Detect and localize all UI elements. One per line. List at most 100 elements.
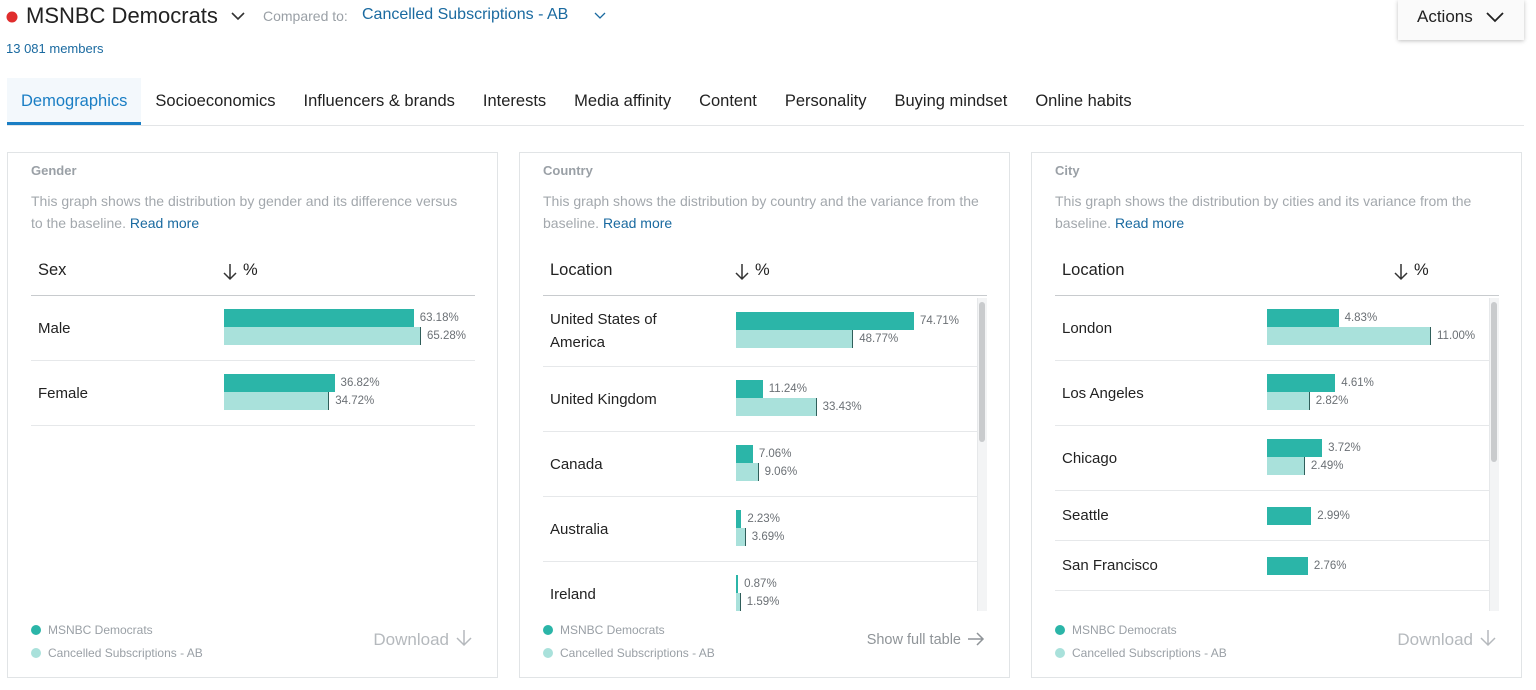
bar-cell: 4.83% 11.00%	[1267, 296, 1499, 360]
legend-item: Cancelled Subscriptions - AB	[31, 646, 203, 660]
baseline-bar	[224, 327, 421, 345]
panel-description: This graph shows the distribution by cit…	[1055, 190, 1495, 234]
legend-item: Cancelled Subscriptions - AB	[543, 646, 715, 660]
column-header: %	[1414, 261, 1429, 279]
bar	[1267, 374, 1336, 392]
panel-description: This graph shows the distribution by cou…	[543, 190, 983, 234]
chevron[interactable]	[594, 12, 606, 20]
footer-icon	[455, 629, 473, 652]
footer-action-label: Show full table	[866, 632, 961, 648]
legend-item: MSNBC Democrats	[31, 623, 153, 637]
bar-value-label: 3.72%	[1328, 442, 1361, 454]
baseline-value-label: 65.28%	[427, 330, 467, 342]
bar-cell: 63.18% 65.28%	[224, 296, 467, 360]
compared-audience[interactable]: Cancelled Subscriptions - AB	[362, 6, 569, 23]
row-label: United Kingdom	[550, 390, 657, 408]
audience-title[interactable]: MSNBC Democrats	[26, 3, 218, 28]
row-label: United States of America	[550, 311, 657, 351]
bar-cell: 2.23% 3.69%	[736, 497, 976, 561]
baseline-bar	[224, 392, 330, 410]
tab-bar: Demographics Socioeconomics Influencers & …	[7, 78, 1524, 126]
actions-button[interactable]: Actions	[1398, 0, 1524, 40]
description-text: This graph shows the distribution by cou…	[543, 193, 979, 231]
bar-cell: 11.24% 33.43%	[736, 367, 976, 431]
tab[interactable]: Online habits	[1035, 92, 1132, 110]
column-header: %	[755, 261, 770, 279]
bar-value-label: 4.61%	[1341, 377, 1374, 389]
footer-action[interactable]: Show full table	[867, 632, 985, 650]
table-body: United States of America 74.71% 48.77% Unit…	[543, 296, 987, 613]
scroll-thumb[interactable]	[1491, 302, 1497, 462]
tab[interactable]: Demographics	[7, 78, 142, 125]
row-label: Female	[38, 384, 89, 402]
bar-cell: 2.99%	[1267, 491, 1499, 540]
scroll-thumb[interactable]	[979, 302, 985, 442]
bar-cell: 0.87% 1.59%	[736, 562, 976, 613]
tab[interactable]: Media affinity	[574, 92, 672, 110]
table-body: London 4.83% 11.00% Los Angeles 4.61% 2.82% Ch…	[1055, 296, 1499, 613]
legend-label: Cancelled Subscriptions - AB	[1072, 646, 1227, 660]
baseline-bar	[1267, 457, 1305, 475]
read-more-link[interactable]: Read more	[1114, 215, 1185, 231]
footer-action[interactable]: Download	[1397, 629, 1497, 652]
bar-value-label: 2.76%	[1313, 559, 1347, 572]
legend-label: MSNBC Democrats	[560, 623, 665, 637]
bar-cell: 4.61% 2.82%	[1267, 361, 1499, 425]
bar-cell: 3.72% 2.49%	[1267, 426, 1499, 490]
panel: Gender This graph shows the distribution …	[7, 152, 498, 678]
scrollbar[interactable]	[1489, 298, 1499, 611]
baseline-bar	[1267, 392, 1310, 410]
bar	[1267, 506, 1312, 525]
baseline-value-label: 1.59%	[746, 596, 780, 608]
read-more-link[interactable]: Read more	[129, 215, 200, 231]
table-header: Sex%	[31, 253, 475, 296]
baseline-bar	[736, 398, 817, 416]
table-header: Location%	[1055, 253, 1499, 296]
tab[interactable]: Content	[699, 92, 757, 110]
bar-value-label: 74.71%	[920, 315, 960, 327]
bar-value-label: 2.99%	[1317, 509, 1350, 522]
column-header: Location	[550, 261, 613, 279]
legend-swatch	[1055, 648, 1065, 658]
bar-value-label: 63.18%	[419, 312, 459, 324]
bar-cell: 36.82% 34.72%	[224, 361, 464, 425]
footer-action[interactable]: Download	[373, 629, 473, 652]
baseline-value-label: 9.06%	[764, 466, 798, 478]
bar-cell: 7.06% 9.06%	[736, 432, 976, 496]
tab[interactable]: Influencers & brands	[303, 92, 455, 110]
bar-value-label: 2.23%	[747, 513, 780, 525]
description-text: This graph shows the distribution by cit…	[1055, 193, 1472, 231]
compared-label: Compared to:	[263, 8, 348, 24]
row-label: Ireland	[550, 585, 596, 603]
legend-label: Cancelled Subscriptions - AB	[560, 646, 715, 660]
scrollbar[interactable]	[977, 298, 987, 611]
bar-value-label: 11.24%	[768, 383, 807, 395]
tab[interactable]: Socioeconomics	[155, 92, 276, 110]
legend-label: Cancelled Subscriptions - AB	[48, 646, 203, 660]
table-row: Ireland 0.87% 1.59%	[543, 562, 987, 613]
chevron	[1486, 12, 1504, 23]
baseline-value-label: 11.00%	[1437, 330, 1476, 342]
row-label: San Francisco	[1062, 557, 1158, 574]
read-more-link[interactable]: Read more	[602, 215, 673, 231]
tab[interactable]: Buying mindset	[894, 92, 1008, 110]
table-row: San Francisco 2.76%	[1055, 541, 1499, 591]
legend-swatch	[31, 625, 41, 635]
row-label: Australia	[550, 520, 609, 538]
table-row: Female 36.82% 34.72%	[31, 361, 475, 426]
row-label: Chicago	[1062, 449, 1118, 467]
tab[interactable]: Interests	[482, 92, 547, 110]
sort-arrow	[734, 263, 750, 281]
table-row: Canada 7.06% 9.06%	[543, 432, 987, 497]
table-row: Seattle 2.99%	[1055, 491, 1499, 541]
panel: Country This graph shows the distribution…	[519, 152, 1010, 678]
tab[interactable]: Personality	[784, 92, 867, 110]
legend-swatch	[543, 648, 553, 658]
table-row: Chicago 3.72% 2.49%	[1055, 426, 1499, 491]
panel: City This graph shows the distribution by…	[1031, 152, 1522, 678]
footer-icon	[1479, 629, 1497, 652]
sort-arrow	[222, 263, 238, 281]
chevron[interactable]	[231, 11, 245, 21]
row-label: Los Angeles	[1062, 384, 1144, 402]
baseline-value-label: 2.49%	[1310, 460, 1344, 472]
